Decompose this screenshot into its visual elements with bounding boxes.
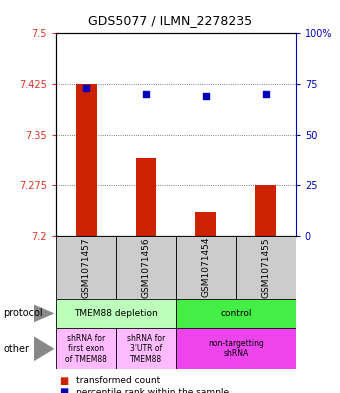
Bar — [176, 299, 296, 328]
Text: TMEM88 depletion: TMEM88 depletion — [74, 309, 158, 318]
Bar — [136, 158, 156, 236]
Bar — [56, 299, 176, 328]
Polygon shape — [34, 305, 54, 322]
Bar — [176, 328, 296, 369]
Text: non-targetting
shRNA: non-targetting shRNA — [208, 339, 264, 358]
Text: control: control — [220, 309, 252, 318]
Text: GSM1071454: GSM1071454 — [201, 237, 210, 298]
Point — [143, 91, 149, 97]
Text: percentile rank within the sample: percentile rank within the sample — [76, 388, 230, 393]
Text: ■: ■ — [59, 376, 69, 386]
Bar — [116, 328, 176, 369]
Bar — [56, 328, 116, 369]
Text: other: other — [3, 344, 29, 354]
Bar — [116, 236, 176, 299]
Text: GDS5077 / ILMN_2278235: GDS5077 / ILMN_2278235 — [88, 14, 252, 27]
Bar — [176, 236, 236, 299]
Text: transformed count: transformed count — [76, 376, 161, 385]
Text: ■: ■ — [59, 387, 69, 393]
Text: GSM1071457: GSM1071457 — [82, 237, 90, 298]
Point — [83, 85, 89, 91]
Bar — [56, 236, 116, 299]
Text: GSM1071455: GSM1071455 — [261, 237, 270, 298]
Bar — [255, 185, 276, 236]
Text: GSM1071456: GSM1071456 — [141, 237, 151, 298]
Text: protocol: protocol — [3, 309, 43, 318]
Polygon shape — [34, 336, 54, 361]
Text: shRNA for
first exon
of TMEM88: shRNA for first exon of TMEM88 — [65, 334, 107, 364]
Bar — [236, 236, 296, 299]
Bar — [75, 84, 97, 236]
Bar — [195, 212, 216, 236]
Text: shRNA for
3'UTR of
TMEM88: shRNA for 3'UTR of TMEM88 — [127, 334, 165, 364]
Point — [263, 91, 269, 97]
Point — [203, 93, 209, 99]
